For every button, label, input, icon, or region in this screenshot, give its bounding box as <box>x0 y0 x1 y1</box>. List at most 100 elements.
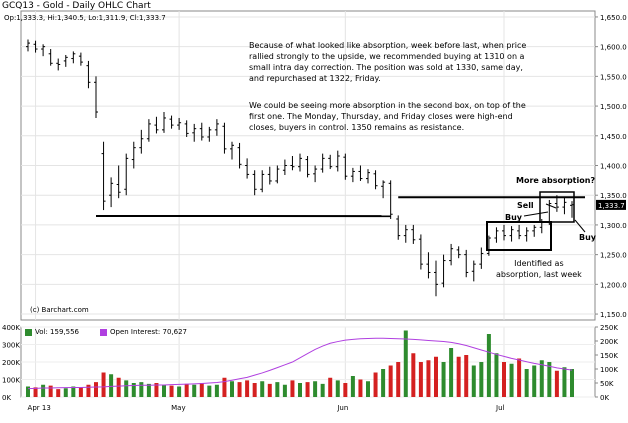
oi-tick-label: 100K <box>600 366 618 374</box>
volume-bar <box>237 382 242 397</box>
volume-bar <box>373 372 378 397</box>
volume-bar <box>267 383 272 397</box>
volume-bar <box>494 353 499 397</box>
volume-bar <box>146 383 151 397</box>
x-tick-label: Jun <box>336 404 348 412</box>
oi-tick-label: 50K <box>600 380 614 388</box>
volume-bar <box>396 362 401 397</box>
volume-legend-text: Vol: 159,556 <box>35 328 80 336</box>
volume-bar <box>532 365 537 397</box>
volume-bar <box>169 385 174 397</box>
volume-bar <box>479 362 484 397</box>
volume-bar <box>313 381 318 397</box>
volume-bar <box>41 384 46 397</box>
volume-bar <box>388 365 393 397</box>
volume-bar <box>502 362 506 397</box>
volume-bar <box>456 356 461 397</box>
volume-bar <box>539 360 544 397</box>
price-tick-label: 1,250.0 <box>600 252 627 260</box>
label-buy-left: Buy <box>505 213 523 222</box>
volume-bar <box>403 330 408 397</box>
chart-title: GCQ13 - Gold - Daily OHLC Chart <box>2 1 151 11</box>
volume-bar <box>184 383 189 397</box>
buy-arrow-right <box>574 219 586 233</box>
volume-bar <box>298 383 302 397</box>
volume-bar <box>434 356 438 397</box>
volume-bar <box>63 388 68 397</box>
volume-bar <box>154 383 159 397</box>
volume-bar <box>441 362 446 397</box>
volume-bar <box>426 360 431 397</box>
volume-bar <box>290 380 295 397</box>
volume-bar <box>524 369 529 397</box>
volume-bar <box>570 369 574 397</box>
open-interest-swatch <box>100 328 108 336</box>
volume-legend: Vol: 159,556 Open Interest: 70,627 <box>25 328 187 336</box>
volume-bar <box>554 370 559 397</box>
volume-bar <box>71 386 76 397</box>
volume-bar <box>230 381 234 397</box>
volume-bar <box>101 372 106 397</box>
price-tick-label: 1,650.0 <box>600 14 627 22</box>
open-interest-legend-text: Open Interest: 70,627 <box>110 328 187 336</box>
volume-bar <box>177 386 182 397</box>
volume-bar <box>381 369 386 397</box>
label-sell: Sell <box>517 201 534 210</box>
volume-bar <box>282 384 287 397</box>
oi-tick-label: 0K <box>600 394 609 402</box>
volume-tick-label: 100K <box>2 377 20 385</box>
last-price-label: 1,333.7 <box>598 202 625 210</box>
oi-tick-label: 200K <box>600 338 618 346</box>
price-tick-label: 1,200.0 <box>600 281 627 289</box>
volume-bar <box>547 362 552 397</box>
price-tick-label: 1,600.0 <box>600 44 627 52</box>
volume-tick-label: 300K <box>2 342 20 350</box>
volume-bar <box>207 385 212 397</box>
volume-bar <box>94 382 98 397</box>
absorption-box-2 <box>539 191 575 223</box>
absorption-box-1 <box>486 221 552 251</box>
volume-bar <box>214 384 219 397</box>
volume-bar <box>335 380 340 397</box>
ohlc-readout: Op:1,333.3, Hi:1,340.5, Lo:1,311.9, Cl:1… <box>4 14 166 22</box>
volume-bar <box>139 382 144 397</box>
last-price-badge <box>596 199 626 210</box>
volume-bar <box>109 374 114 397</box>
volume-bar <box>275 382 280 397</box>
volume-swatch <box>25 328 32 336</box>
volume-bar <box>86 384 91 397</box>
volume-bar <box>56 389 61 397</box>
open-interest-line <box>27 337 573 390</box>
price-tick-label: 1,400.0 <box>600 163 627 171</box>
volume-bar <box>78 387 83 397</box>
volume-bar <box>486 334 491 397</box>
label-buy-right: Buy <box>579 233 597 242</box>
volume-bar <box>162 384 166 397</box>
volume-bar <box>320 383 325 397</box>
volume-bar <box>222 377 227 397</box>
volume-bar <box>48 385 53 397</box>
volume-tick-label: 400K <box>2 324 20 332</box>
label-identified-absorption: Identified as absorption, last week <box>496 259 582 279</box>
volume-bar <box>343 383 348 397</box>
volume-bar <box>252 383 257 397</box>
volume-bar <box>199 383 204 397</box>
x-tick-label: Apr 13 <box>28 404 51 412</box>
buy-arrow-left <box>523 211 549 217</box>
volume-bar <box>245 380 250 397</box>
price-tick-label: 1,300.0 <box>600 222 627 230</box>
oi-tick-label: 150K <box>600 352 618 360</box>
volume-bar <box>471 365 476 397</box>
watermark: (c) Barchart.com <box>30 306 89 314</box>
price-tick-label: 1,500.0 <box>600 103 627 111</box>
volume-bar <box>116 377 121 397</box>
price-tick-label: 1,450.0 <box>600 133 627 141</box>
volume-bar <box>562 367 567 397</box>
volume-bar <box>350 376 355 397</box>
volume-bar <box>464 355 469 397</box>
volume-bar <box>328 377 333 397</box>
volume-tick-label: 0K <box>2 394 11 402</box>
price-tick-label: 1,550.0 <box>600 73 627 81</box>
volume-bar <box>305 382 310 397</box>
